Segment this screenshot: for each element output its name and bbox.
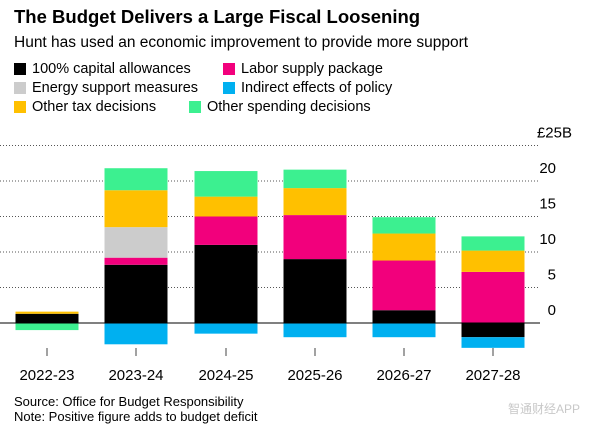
bar-segment [104,264,168,323]
y-tick-label: 20 [539,160,556,177]
watermark: 智通财经APP [507,402,580,416]
bar-segment [372,233,436,261]
y-tick-label: 15 [539,196,556,213]
bar-segment [15,313,79,323]
legend-label: Other spending decisions [207,99,371,115]
legend-swatch [14,63,26,75]
bar-segment [104,168,168,191]
bar-segment [104,190,168,228]
bar-segment [194,323,258,334]
legend-swatch [14,101,26,113]
source-text: Source: Office for Budget Responsibility [14,394,244,409]
bar-segment [372,323,436,338]
legend-swatch [14,82,26,94]
x-tick-label: 2027-28 [465,367,520,384]
bar-segment [461,250,525,272]
legend-swatch [223,63,235,75]
note-text: Note: Positive figure adds to budget def… [14,409,258,424]
x-tick-label: 2023-24 [108,367,163,384]
x-tick-label: 2022-23 [19,367,74,384]
legend-swatch [189,101,201,113]
legend-swatch [223,82,235,94]
legend-label: Other tax decisions [32,99,157,115]
y-tick-label: 0 [548,302,556,319]
bar-segment [104,323,168,345]
chart-title: The Budget Delivers a Large Fiscal Loose… [14,6,421,27]
bar-segment [461,236,525,251]
bar-segment [283,188,347,216]
bar-segment [283,169,347,189]
bar-segment [372,260,436,311]
bar-segment [372,310,436,323]
bar-segment [15,311,79,314]
x-tick-label: 2024-25 [198,367,253,384]
bar-segment [283,323,347,338]
x-tick-label: 2026-27 [376,367,431,384]
bar-segment [283,215,347,260]
legend-label: Indirect effects of policy [241,80,393,96]
chart-subtitle: Hunt has used an economic improvement to… [14,34,469,51]
bar-segment [104,227,168,258]
bar-segment [461,337,525,348]
bar-segment [194,216,258,245]
bar-segment [372,217,436,234]
y-tick-label: 10 [539,231,556,248]
x-tick-label: 2025-26 [287,367,342,384]
bar-segment [194,171,258,197]
bar-segment [194,244,258,323]
bar-segment [461,271,525,323]
legend-label: 100% capital allowances [32,61,191,77]
bar-segment [461,323,525,338]
bar-segment [104,257,168,265]
source-note: Source: Office for Budget Responsibility… [14,394,258,424]
bar-segment [15,323,79,331]
y-tick-label: 5 [548,267,556,284]
legend-label: Energy support measures [32,80,199,96]
y-unit-label: £25B [537,125,572,142]
legend-label: Labor supply package [241,61,383,77]
bar-segment [283,259,347,323]
bar-segment [194,196,258,217]
